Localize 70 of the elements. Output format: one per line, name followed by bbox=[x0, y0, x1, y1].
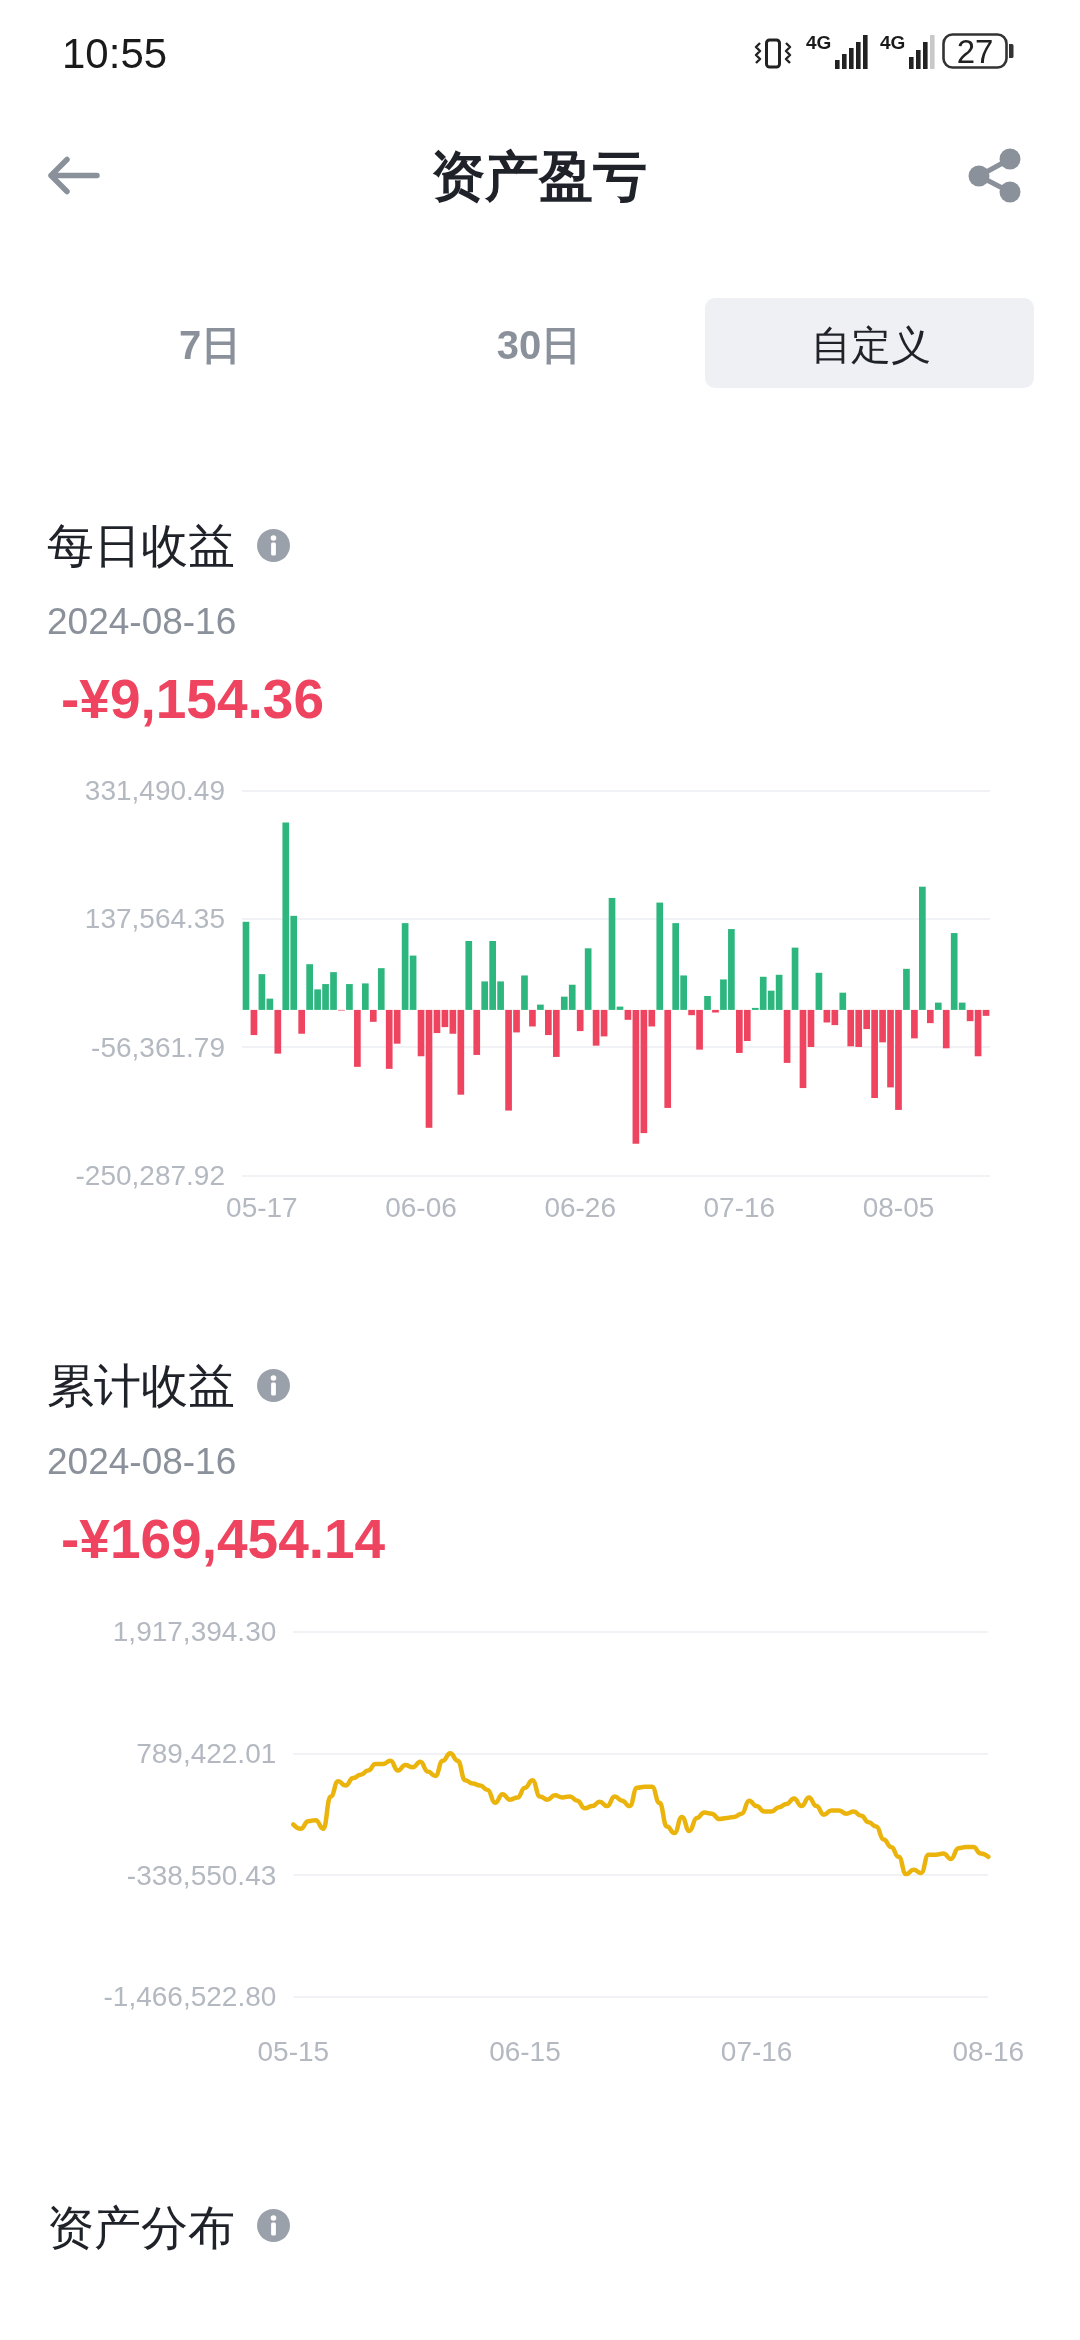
text: 10:55 bbox=[62, 30, 168, 77]
x-tick-label: 05-15 bbox=[257, 2036, 330, 2068]
bar bbox=[465, 941, 473, 1010]
bar bbox=[274, 1009, 282, 1054]
y-tick-label: 331,490.49 bbox=[84, 774, 225, 806]
bar bbox=[242, 921, 250, 1010]
bar bbox=[258, 974, 266, 1010]
bar bbox=[473, 1009, 481, 1055]
bar bbox=[401, 923, 409, 1010]
bar bbox=[712, 1009, 719, 1013]
bar bbox=[298, 1009, 306, 1034]
bar bbox=[608, 897, 616, 1010]
x-tick-label: 08-16 bbox=[952, 2036, 1025, 2068]
bar bbox=[942, 1009, 950, 1049]
y-tick-label: 137,564.35 bbox=[84, 903, 225, 935]
bar bbox=[839, 992, 847, 1010]
x-tick-label: 07-16 bbox=[720, 2036, 793, 2068]
bar bbox=[377, 968, 385, 1010]
y-tick-label: -250,287.92 bbox=[75, 1160, 225, 1192]
chart-subtitle: 2024-08-16 bbox=[47, 1441, 237, 1482]
text: 7日 bbox=[178, 323, 242, 367]
bar bbox=[934, 1002, 942, 1010]
text: 27 bbox=[956, 33, 994, 70]
line-series bbox=[291, 1750, 991, 1877]
bar bbox=[656, 902, 664, 1010]
x-tick-label: 08-05 bbox=[862, 1192, 935, 1224]
bar bbox=[911, 1009, 918, 1039]
x-tick-label: 06-15 bbox=[489, 2036, 561, 2068]
bar bbox=[529, 1009, 536, 1027]
text: 资产盈亏 bbox=[431, 145, 647, 208]
bar bbox=[783, 1009, 791, 1063]
text: 资产分布 bbox=[47, 2200, 235, 2255]
bar bbox=[815, 972, 823, 1010]
bar bbox=[369, 1009, 377, 1022]
x-tick-label: 07-16 bbox=[703, 1192, 776, 1224]
bar bbox=[664, 1009, 672, 1108]
chart-subtitle: 2024-08-16 bbox=[47, 601, 237, 642]
text: 30日 bbox=[496, 323, 582, 367]
bar bbox=[632, 1009, 640, 1144]
bar bbox=[903, 968, 910, 1010]
bar bbox=[537, 1004, 544, 1010]
y-tick-label: 789,422.01 bbox=[136, 1737, 277, 1769]
bar bbox=[521, 975, 528, 1010]
bar bbox=[704, 995, 711, 1010]
y-tick-label: -338,550.43 bbox=[126, 1859, 277, 1891]
chart-title: 累计收益 bbox=[47, 1358, 235, 1413]
x-tick-label: 06-26 bbox=[544, 1192, 616, 1224]
bar bbox=[346, 984, 353, 1010]
y-tick-label: -1,466,522.80 bbox=[103, 1981, 277, 2013]
bar bbox=[354, 1009, 361, 1067]
bar bbox=[592, 1009, 600, 1046]
text: -¥9,154.36 bbox=[61, 668, 324, 730]
x-tick-label: 05-17 bbox=[226, 1192, 298, 1224]
bar bbox=[807, 1009, 815, 1047]
bar bbox=[919, 886, 926, 1010]
bar bbox=[624, 1009, 632, 1020]
y-tick-label: -56,361.79 bbox=[91, 1031, 225, 1063]
bar bbox=[362, 983, 369, 1010]
text: -¥169,454.14 bbox=[61, 1508, 386, 1570]
bar bbox=[584, 948, 592, 1010]
bar bbox=[926, 1009, 934, 1024]
bar bbox=[982, 1009, 990, 1016]
text: 4G bbox=[880, 32, 906, 53]
text: 4G bbox=[806, 32, 832, 53]
x-tick-label: 06-06 bbox=[385, 1192, 457, 1224]
y-tick-label: 1,917,394.30 bbox=[112, 1616, 277, 1648]
chart-title: 每日收益 bbox=[47, 518, 235, 573]
text: 自定义 bbox=[811, 323, 931, 367]
bar bbox=[576, 1009, 584, 1032]
bar bbox=[425, 1009, 433, 1128]
